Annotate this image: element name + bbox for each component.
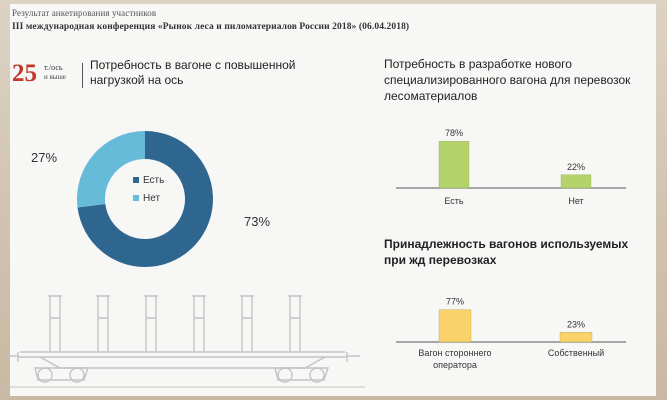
wagon-stanchion: [48, 295, 62, 352]
legend-label: Нет: [143, 193, 160, 204]
legend-swatch: [133, 195, 139, 201]
donut-value-label: 27%: [31, 150, 57, 165]
donut-chart: 73% 27% Есть Нет: [31, 131, 270, 267]
donut-slice-1: [77, 131, 214, 267]
badge-divider: [82, 63, 83, 88]
wagon-stanchion: [240, 295, 254, 352]
bar-category-label: Нет: [568, 196, 583, 206]
axle-load-qualifier: и выше: [44, 73, 67, 81]
bar: [560, 174, 592, 189]
axle-load-value: 25: [12, 60, 37, 87]
legend-swatch: [133, 177, 139, 183]
wagon-stanchion: [144, 295, 158, 352]
timber-wagon-illustration: [2, 295, 365, 388]
axle-load-unit: т./ось: [44, 63, 63, 72]
header-subtitle: Результат анкетирования участников: [12, 8, 157, 18]
wagon-stanchion: [96, 295, 110, 352]
content-panel: [10, 4, 656, 396]
bar-category-label: Есть: [444, 196, 464, 206]
donut-slice-2: [77, 131, 145, 208]
legend-label: Есть: [143, 175, 164, 186]
donut-chart-title: Потребность в вагоне с повышенной нагруз…: [90, 58, 296, 87]
bar-value-label: 78%: [445, 128, 463, 138]
bar-category-label: оператора: [433, 360, 477, 370]
bar-chart-2: 77% Вагон стороннего оператора 23% Собственн…: [396, 297, 626, 370]
wagon-stanchion: [288, 295, 302, 352]
bar: [438, 141, 470, 189]
bar-value-label: 22%: [567, 162, 585, 172]
bar-chart-1: 78% Есть 22% Нет: [396, 128, 626, 206]
bar-value-label: 77%: [446, 297, 464, 307]
bar: [559, 332, 593, 343]
bar-chart-1-title: Потребность в разработке нового специали…: [384, 57, 631, 103]
header-conference: III международная конференция «Рынок лес…: [12, 22, 410, 32]
bar-chart-2-title: Принадлежность вагонов используемых при …: [384, 237, 629, 267]
bar-value-label: 23%: [567, 319, 585, 329]
wagon-stanchion: [192, 295, 206, 352]
bar-category-label: Собственный: [548, 348, 604, 358]
bar: [438, 309, 472, 343]
donut-value-label: 73%: [244, 214, 270, 229]
bar-category-label: Вагон стороннего: [418, 348, 491, 358]
